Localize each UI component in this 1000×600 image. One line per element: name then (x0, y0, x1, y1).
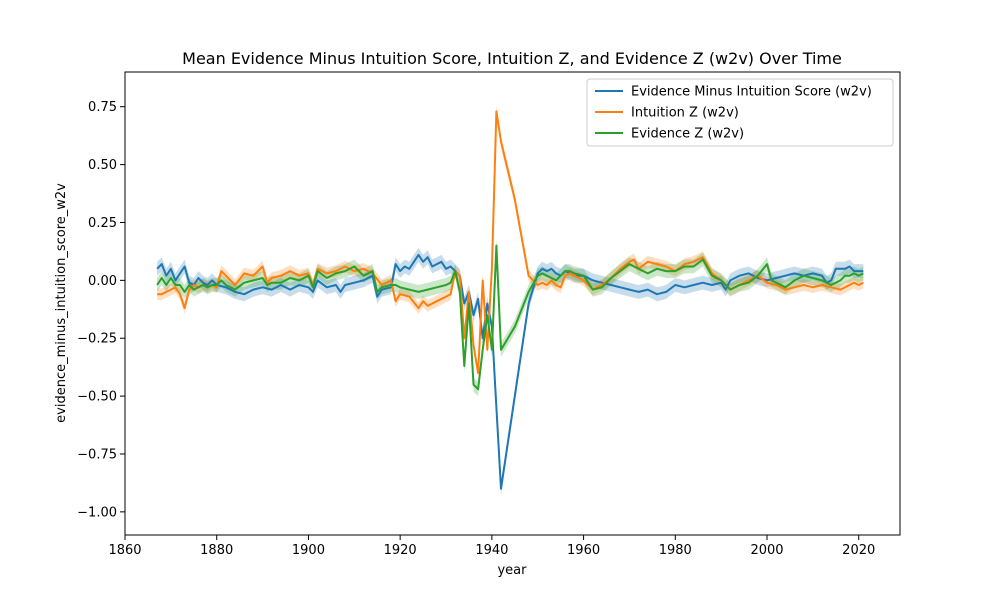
legend-entry-0: Evidence Minus Intuition Score (w2v) (631, 85, 872, 100)
chart-title: Mean Evidence Minus Intuition Score, Int… (182, 49, 842, 68)
y-tick-label: −1.00 (77, 505, 117, 520)
x-axis-label: year (497, 563, 527, 578)
x-tick-label: 2020 (842, 543, 875, 558)
legend-box (586, 78, 894, 147)
y-tick-label: 0.50 (88, 158, 117, 173)
series-band-0 (157, 247, 864, 496)
plot-frame (124, 71, 901, 536)
y-tick-label: −0.50 (77, 390, 117, 405)
series-line-2 (156, 244, 864, 391)
y-axis: −1.00 −0.75 −0.50 −0.25 0.00 0.25 0.50 0.75 (77, 100, 125, 520)
x-tick-label: 2000 (750, 543, 783, 558)
confidence-bands (157, 105, 864, 496)
x-tick-label: 1880 (200, 543, 233, 558)
x-tick-label: 1980 (659, 543, 692, 558)
series-line-0 (156, 253, 864, 490)
legend-entry-1: Intuition Z (w2v) (631, 106, 739, 121)
y-tick-label: 0.00 (88, 274, 117, 289)
x-tick-label: 1900 (292, 543, 325, 558)
x-tick-label: 1920 (384, 543, 417, 558)
y-tick-label: −0.25 (77, 332, 117, 347)
y-tick-label: 0.75 (88, 100, 117, 115)
legend-entry-2: Evidence Z (w2v) (631, 127, 744, 142)
y-axis-label: evidence_minus_intuition_score_w2v (54, 183, 69, 423)
x-axis: 1860 1880 1900 1920 1940 1960 1980 2000 2020 (108, 535, 875, 558)
y-tick-label: 0.25 (88, 216, 117, 231)
series-lines (156, 110, 864, 490)
x-tick-label: 1940 (475, 543, 508, 558)
x-tick-label: 1960 (567, 543, 600, 558)
x-tick-label: 1860 (108, 543, 141, 558)
y-tick-label: −0.75 (77, 447, 117, 462)
legend: Evidence Minus Intuition Score (w2v) Intu… (586, 78, 894, 147)
series-band-2 (157, 238, 864, 397)
